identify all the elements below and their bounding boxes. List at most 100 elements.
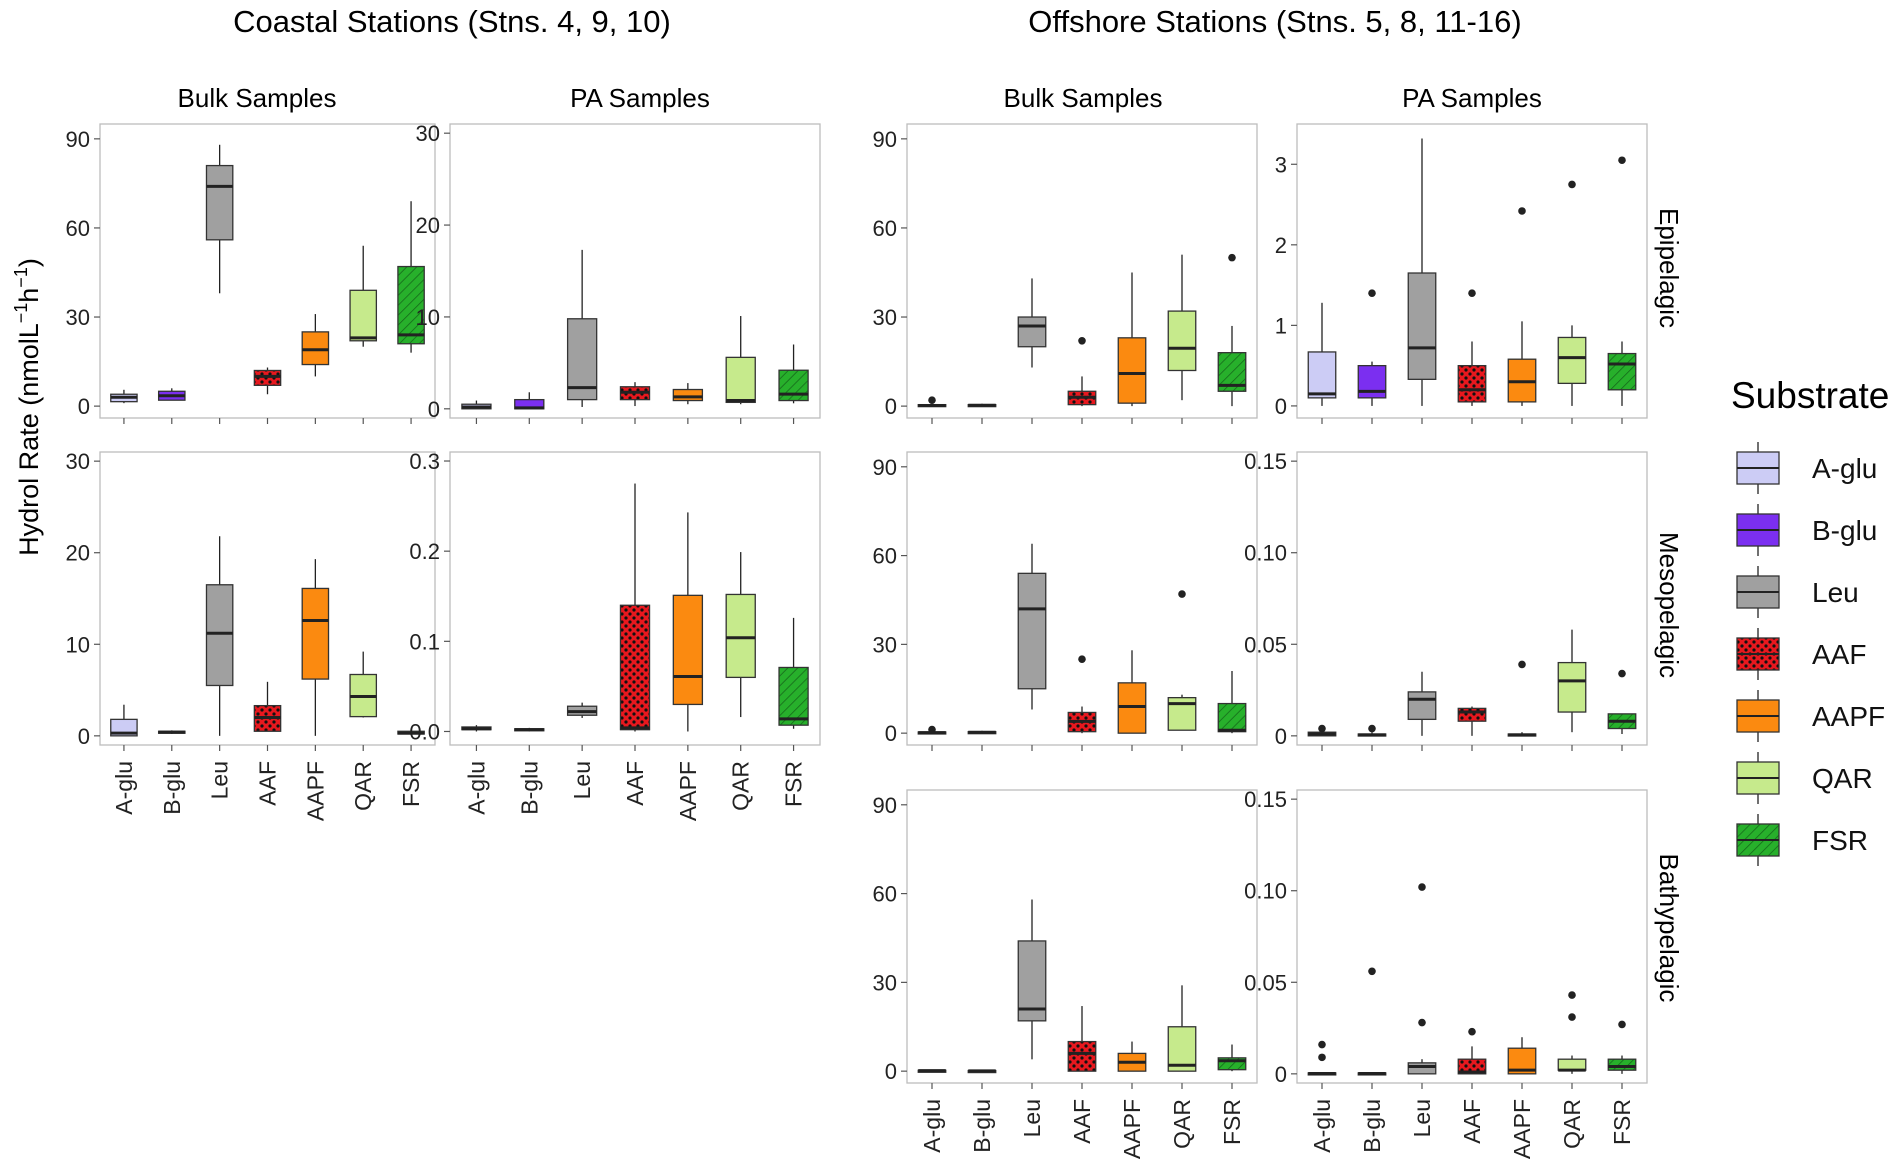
legend-key-AAF xyxy=(1736,628,1780,680)
x-tick-label-FSR: FSR xyxy=(398,761,424,807)
x-tick-label-Leu: Leu xyxy=(1409,1099,1435,1137)
box-AAF xyxy=(1457,706,1487,736)
box-Leu xyxy=(1407,671,1437,736)
legend: Substrate A-glu B-glu Leu AAF AAPF QAR FSR xyxy=(1731,375,1889,866)
box-A-glu xyxy=(917,725,947,735)
y-tick-label: 90 xyxy=(873,127,897,152)
x-tick-label-A-glu: A-glu xyxy=(463,761,489,815)
box-body xyxy=(1457,364,1487,403)
box-FSR xyxy=(1607,156,1637,406)
y-tick-label: 2 xyxy=(1275,233,1287,258)
y-axis-label-mid: h xyxy=(14,288,44,303)
box-Leu xyxy=(1017,278,1047,368)
box-B-glu xyxy=(1357,724,1387,737)
box-body xyxy=(1557,661,1587,713)
box-body xyxy=(301,587,330,680)
box-FSR xyxy=(397,730,425,735)
y-axis-label: Hydrol Rate (nmolL−1h−1) xyxy=(11,258,44,556)
box-FSR xyxy=(1607,669,1637,735)
x-tick-label-Leu: Leu xyxy=(207,761,233,799)
box-B-glu xyxy=(514,392,545,410)
outlier-point xyxy=(1468,289,1476,297)
box-AAPF xyxy=(1117,272,1147,407)
legend-key-QAR xyxy=(1736,752,1780,804)
box-body xyxy=(1307,351,1337,399)
outlier-point xyxy=(1418,1018,1426,1027)
box-AAF xyxy=(1067,336,1097,407)
box-AAF xyxy=(1457,1027,1487,1075)
x-tick-label-QAR: QAR xyxy=(1559,1099,1585,1149)
box-Leu xyxy=(1407,883,1437,1075)
box-Leu xyxy=(205,144,234,294)
y-tick-label: 60 xyxy=(873,882,897,907)
outlier-point xyxy=(1468,1027,1476,1036)
box-body xyxy=(349,289,378,342)
x-tick-label-FSR: FSR xyxy=(781,761,807,807)
box-Leu xyxy=(1017,899,1047,1060)
x-tick-label-A-glu: A-glu xyxy=(919,1099,945,1153)
y-tick-label: 90 xyxy=(873,455,897,480)
offshore-title: Offshore Stations (Stns. 5, 8, 11-16) xyxy=(1028,4,1521,39)
offshore-bulk-title: Bulk Samples xyxy=(1004,83,1163,113)
box-AAF xyxy=(253,367,282,395)
box-AAF xyxy=(1457,289,1487,406)
box-A-glu xyxy=(917,1069,947,1073)
y-tick-label: 3 xyxy=(1275,152,1287,177)
x-tick-label-A-glu: A-glu xyxy=(1309,1099,1335,1153)
outlier-point xyxy=(1618,156,1626,165)
box-FSR xyxy=(397,201,425,353)
panel-coastal-bulk-epi: 0 30 60 90 xyxy=(66,123,436,424)
box-body xyxy=(1217,702,1247,733)
box-QAR xyxy=(1167,985,1197,1072)
y-tick-label: 0 xyxy=(1275,724,1287,749)
legend-key-AAPF xyxy=(1736,690,1780,742)
y-tick-label: 0.10 xyxy=(1244,879,1287,904)
y-axis-label-sup2: −1 xyxy=(11,267,31,288)
box-AAF xyxy=(619,382,651,407)
box-body xyxy=(1217,1057,1247,1071)
box-Leu xyxy=(566,702,598,718)
box-AAPF xyxy=(1507,660,1537,737)
box-QAR xyxy=(725,552,756,718)
box-QAR xyxy=(1167,590,1197,731)
box-AAF xyxy=(619,483,651,732)
box-body xyxy=(1067,1040,1097,1072)
x-tick-label-QAR: QAR xyxy=(1169,1099,1195,1149)
box-AAPF xyxy=(301,559,330,736)
legend-label-Leu: Leu xyxy=(1812,577,1859,608)
outlier-point xyxy=(928,396,936,404)
box-body xyxy=(1607,352,1637,391)
outlier-point xyxy=(1368,724,1376,733)
outlier-point xyxy=(1568,180,1576,189)
outlier-point xyxy=(1178,590,1186,598)
box-AAPF xyxy=(672,512,704,732)
box-QAR xyxy=(725,316,756,405)
box-body xyxy=(1407,272,1437,380)
x-tick-label-AAPF: AAPF xyxy=(302,761,328,821)
y-tick-label: 0.10 xyxy=(1244,541,1287,566)
y-tick-label: 60 xyxy=(66,216,90,241)
box-Leu xyxy=(566,249,598,407)
coastal-bulk-title: Bulk Samples xyxy=(178,83,337,113)
x-tick-label-FSR: FSR xyxy=(1219,1099,1245,1145)
box-B-glu xyxy=(1357,289,1387,406)
box-A-glu xyxy=(110,389,138,404)
box-AAPF xyxy=(1507,207,1537,406)
y-tick-label: 0.05 xyxy=(1244,632,1287,657)
box-body xyxy=(778,369,809,402)
panel-offshore-bulk-epi: 0 30 60 90 xyxy=(873,123,1258,424)
box-body xyxy=(566,318,598,401)
box-body xyxy=(619,604,651,731)
box-AAF xyxy=(1067,655,1097,734)
y-tick-label: 30 xyxy=(66,449,90,474)
panel-coastal-pa-epi: 0 10 20 30 xyxy=(416,121,821,424)
box-A-glu xyxy=(461,725,492,732)
box-body xyxy=(1117,337,1147,404)
legend-label-A-glu: A-glu xyxy=(1812,453,1877,484)
box-body xyxy=(1357,364,1387,399)
box-QAR xyxy=(1557,180,1587,406)
y-tick-label: 0.05 xyxy=(1244,970,1287,995)
box-body xyxy=(1407,691,1437,721)
box-A-glu xyxy=(461,400,492,410)
outlier-point xyxy=(1568,1013,1576,1021)
